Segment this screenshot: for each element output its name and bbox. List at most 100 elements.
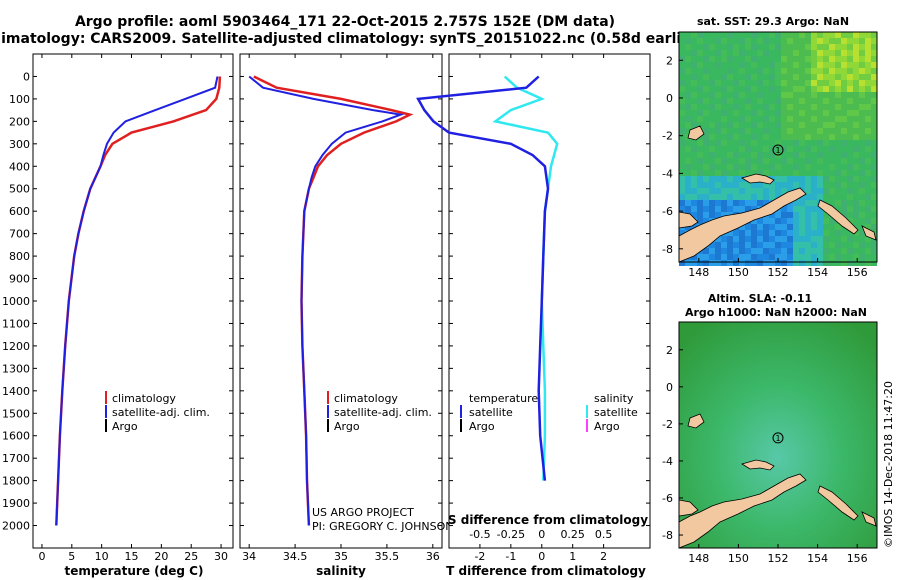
sst-cell	[829, 56, 835, 62]
sst-cell	[829, 254, 835, 260]
sst-cell	[757, 146, 763, 152]
sst-cell	[793, 116, 799, 122]
sst-cell	[715, 128, 721, 134]
sst-cell	[685, 80, 691, 86]
sst-cell	[865, 98, 871, 104]
sst-cell	[781, 146, 787, 152]
sst-cell	[817, 68, 823, 74]
sst-cell	[793, 152, 799, 158]
sst-cell	[703, 194, 709, 200]
sst-cell	[841, 260, 847, 266]
sst-cell	[835, 32, 841, 38]
sst-cell	[811, 152, 817, 158]
sst-cell	[799, 182, 805, 188]
sst-cell	[679, 122, 685, 128]
sst-cell	[787, 242, 793, 248]
solomon-islands-land	[817, 485, 877, 527]
sst-cell	[775, 104, 781, 110]
sst-cell	[739, 230, 745, 236]
sst-cell	[781, 188, 787, 194]
sst-cell	[745, 158, 751, 164]
sst-cell	[703, 158, 709, 164]
sst-cell	[685, 194, 691, 200]
sst-cell	[709, 50, 715, 56]
sst-cell	[769, 86, 775, 92]
sst-cell	[697, 254, 703, 260]
sst-cell	[715, 158, 721, 164]
sst-cell	[781, 242, 787, 248]
sst-cell	[769, 68, 775, 74]
sst-cell	[871, 38, 877, 44]
sst-cell	[739, 68, 745, 74]
sst-cell	[721, 62, 727, 68]
legend-satellite-label: satellite-adj. clim.	[334, 406, 432, 419]
sst-cell	[781, 170, 787, 176]
sst-cell	[841, 74, 847, 80]
sst-cell	[709, 206, 715, 212]
sst-cell	[757, 134, 763, 140]
sst-cell	[703, 164, 709, 170]
sst-cell	[793, 224, 799, 230]
sst-map-field	[679, 32, 877, 266]
sst-cell	[757, 236, 763, 242]
sst-cell	[751, 140, 757, 146]
sst-cell	[745, 44, 751, 50]
sst-cell	[763, 170, 769, 176]
sst-cell	[691, 164, 697, 170]
sst-cell	[763, 92, 769, 98]
sst-cell	[745, 254, 751, 260]
sst-cell	[685, 32, 691, 38]
legend-argo-label: Argo	[334, 420, 360, 433]
sst-cell	[853, 128, 859, 134]
sst-cell	[745, 164, 751, 170]
sst-cell	[793, 32, 799, 38]
sst-cell	[697, 104, 703, 110]
sst-cell	[805, 212, 811, 218]
sst-cell	[703, 188, 709, 194]
sst-cell	[757, 200, 763, 206]
sst-cell	[871, 164, 877, 170]
sst-cell	[823, 68, 829, 74]
sst-cell	[751, 164, 757, 170]
sst-cell	[733, 56, 739, 62]
sst-cell	[817, 38, 823, 44]
sst-cell	[817, 134, 823, 140]
sst-cell	[871, 188, 877, 194]
sst-cell	[733, 254, 739, 260]
sst-cell	[859, 128, 865, 134]
sst-cell	[787, 104, 793, 110]
sst-cell	[787, 32, 793, 38]
sst-cell	[775, 236, 781, 242]
sst-cell	[775, 56, 781, 62]
sst-cell	[685, 260, 691, 266]
sst-cell	[859, 176, 865, 182]
sst-cell	[775, 158, 781, 164]
sst-cell	[691, 176, 697, 182]
sst-cell	[853, 110, 859, 116]
sst-cell	[685, 92, 691, 98]
sst-cell	[865, 194, 871, 200]
sst-cell	[703, 170, 709, 176]
sst-cell	[865, 146, 871, 152]
sst-cell	[853, 152, 859, 158]
sst-cell	[739, 242, 745, 248]
sst-cell	[739, 62, 745, 68]
sst-cell	[763, 146, 769, 152]
sst-cell	[727, 182, 733, 188]
sst-cell	[727, 122, 733, 128]
sst-cell	[763, 188, 769, 194]
sst-cell	[829, 158, 835, 164]
sst-cell	[679, 182, 685, 188]
sst-cell	[733, 248, 739, 254]
sst-cell	[799, 104, 805, 110]
sst-cell	[709, 152, 715, 158]
sst-cell	[823, 44, 829, 50]
sst-cell	[841, 158, 847, 164]
sst-cell	[751, 254, 757, 260]
sst-cell	[769, 224, 775, 230]
sst-cell	[835, 116, 841, 122]
sst-cell	[811, 176, 817, 182]
sst-cell	[865, 68, 871, 74]
sst-cell	[805, 164, 811, 170]
sst-cell	[787, 86, 793, 92]
